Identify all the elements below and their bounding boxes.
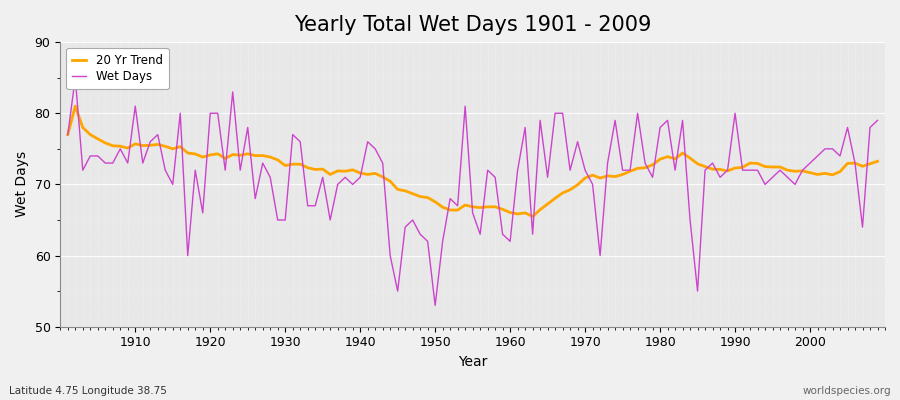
20 Yr Trend [295, 162, 306, 166]
Wet Days [519, 125, 530, 130]
20 Yr Trend [505, 210, 516, 215]
20 Yr Trend [512, 212, 523, 216]
X-axis label: Year: Year [458, 355, 487, 369]
20 Yr Trend [527, 214, 538, 219]
Legend: 20 Yr Trend, Wet Days: 20 Yr Trend, Wet Days [67, 48, 168, 89]
20 Yr Trend [872, 159, 883, 164]
Line: Wet Days: Wet Days [68, 78, 878, 305]
Line: 20 Yr Trend: 20 Yr Trend [68, 106, 878, 216]
Y-axis label: Wet Days: Wet Days [15, 151, 29, 218]
Wet Days [295, 139, 306, 144]
20 Yr Trend [70, 104, 81, 108]
Wet Days [340, 175, 351, 180]
20 Yr Trend [130, 142, 140, 146]
Wet Days [872, 118, 883, 123]
20 Yr Trend [62, 132, 73, 137]
Title: Yearly Total Wet Days 1901 - 2009: Yearly Total Wet Days 1901 - 2009 [294, 15, 652, 35]
20 Yr Trend [340, 169, 351, 174]
Wet Days [430, 303, 441, 308]
Text: worldspecies.org: worldspecies.org [803, 386, 891, 396]
Text: Latitude 4.75 Longitude 38.75: Latitude 4.75 Longitude 38.75 [9, 386, 166, 396]
Wet Days [609, 118, 620, 123]
Wet Days [130, 104, 140, 108]
Wet Days [62, 132, 73, 137]
20 Yr Trend [609, 174, 620, 179]
Wet Days [70, 75, 81, 80]
Wet Days [512, 168, 523, 172]
